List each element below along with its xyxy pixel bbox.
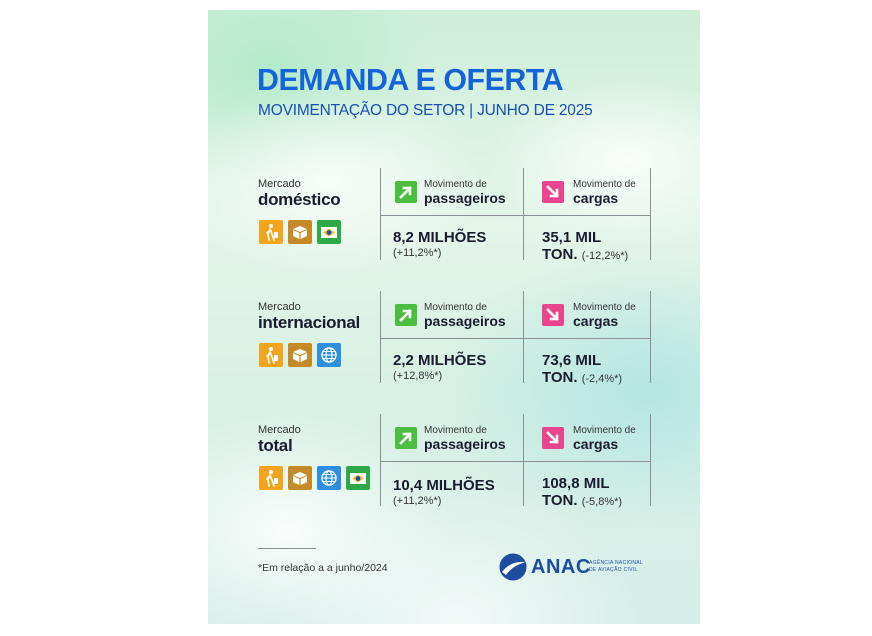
cargo-unit-line: TON. (-12,2%*) xyxy=(542,246,628,263)
cargo-box-icon xyxy=(288,220,312,244)
logo-subtitle-line2: DE AVIAÇÃO CIVIL xyxy=(589,567,638,573)
footnote-divider xyxy=(258,548,316,549)
logo-text: ANAC xyxy=(531,556,591,578)
infographic-card: DEMANDA E OFERTA MOVIMENTAÇÃO DO SETOR |… xyxy=(208,10,700,624)
arrow-down-right-icon xyxy=(542,181,564,203)
market-row-total: Mercado total Movimento de passageiros xyxy=(208,414,700,512)
cargo-value: 108,8 MIL xyxy=(542,475,610,492)
market-label: Mercado xyxy=(258,424,301,436)
passengers-caption: Movimento de xyxy=(424,425,487,436)
cargo-caption: Movimento de xyxy=(573,425,636,436)
market-icons xyxy=(259,466,370,490)
column-divider xyxy=(523,168,524,260)
column-divider xyxy=(650,291,651,383)
cargo-change: (-5,8%*) xyxy=(581,496,623,508)
market-row-international: Mercado internacional Movimento de passa… xyxy=(208,291,700,389)
globe-icon xyxy=(317,466,341,490)
market-icons xyxy=(259,220,341,244)
arrow-up-right-icon xyxy=(395,304,417,326)
passengers-value: 8,2 MILHÕES xyxy=(393,229,487,246)
column-divider xyxy=(650,168,651,260)
row-divider xyxy=(380,215,651,216)
column-divider xyxy=(380,414,381,506)
cargo-caption: Movimento de xyxy=(573,179,636,190)
cargo-unit: TON. xyxy=(542,369,578,386)
anac-emblem-icon xyxy=(499,553,527,581)
logo-subtitle-line1: AGÊNCIA NACIONAL xyxy=(589,560,643,566)
page-subtitle: MOVIMENTAÇÃO DO SETOR | JUNHO DE 2025 xyxy=(258,102,593,119)
cargo-unit-line: TON. (-2,4%*) xyxy=(542,369,622,386)
passengers-caption: Movimento de xyxy=(424,302,487,313)
cargo-unit: TON. xyxy=(542,246,578,263)
passenger-icon xyxy=(259,220,283,244)
cargo-box-icon xyxy=(288,343,312,367)
passengers-value: 10,4 MILHÕES xyxy=(393,477,495,494)
cargo-heading: cargas xyxy=(573,313,619,329)
arrow-up-right-icon xyxy=(395,181,417,203)
column-divider xyxy=(650,414,651,506)
cargo-unit: TON. xyxy=(542,492,578,509)
page-title: DEMANDA E OFERTA xyxy=(257,62,564,97)
market-label: Mercado xyxy=(258,301,301,313)
passenger-icon xyxy=(259,343,283,367)
brazil-flag-icon xyxy=(346,466,370,490)
market-icons xyxy=(259,343,341,367)
arrow-down-right-icon xyxy=(542,427,564,449)
arrow-up-right-icon xyxy=(395,427,417,449)
column-divider xyxy=(380,168,381,260)
column-divider xyxy=(523,414,524,506)
cargo-value: 35,1 MIL xyxy=(542,229,602,246)
market-name: doméstico xyxy=(258,190,341,209)
passengers-caption: Movimento de xyxy=(424,179,487,190)
column-divider xyxy=(380,291,381,383)
cargo-unit-line: TON. (-5,8%*) xyxy=(542,492,622,509)
cargo-box-icon xyxy=(288,466,312,490)
market-name: internacional xyxy=(258,313,360,332)
cargo-caption: Movimento de xyxy=(573,302,636,313)
market-label: Mercado xyxy=(258,178,301,190)
cargo-heading: cargas xyxy=(573,436,619,452)
passengers-heading: passageiros xyxy=(424,313,506,329)
cargo-change: (-12,2%*) xyxy=(581,250,629,262)
passengers-heading: passageiros xyxy=(424,436,506,452)
anac-logo: ANAC AGÊNCIA NACIONAL DE AVIAÇÃO CIVIL xyxy=(498,550,658,584)
passengers-change: (+11,2%*) xyxy=(393,247,442,259)
passengers-change: (+11,2%*) xyxy=(393,495,442,507)
globe-icon xyxy=(317,343,341,367)
cargo-value: 73,6 MIL xyxy=(542,352,602,369)
footnote: *Em relação a a junho/2024 xyxy=(258,562,388,574)
cargo-change: (-2,4%*) xyxy=(581,373,623,385)
column-divider xyxy=(523,291,524,383)
row-divider xyxy=(380,461,651,462)
brazil-flag-icon xyxy=(317,220,341,244)
passengers-value: 2,2 MILHÕES xyxy=(393,352,487,369)
passengers-change: (+12,8%*) xyxy=(393,370,443,382)
cargo-heading: cargas xyxy=(573,190,619,206)
arrow-down-right-icon xyxy=(542,304,564,326)
row-divider xyxy=(380,338,651,339)
market-row-domestic: Mercado doméstico Movimento de passageir… xyxy=(208,168,700,266)
market-name: total xyxy=(258,436,293,455)
passenger-icon xyxy=(259,466,283,490)
passengers-heading: passageiros xyxy=(424,190,506,206)
